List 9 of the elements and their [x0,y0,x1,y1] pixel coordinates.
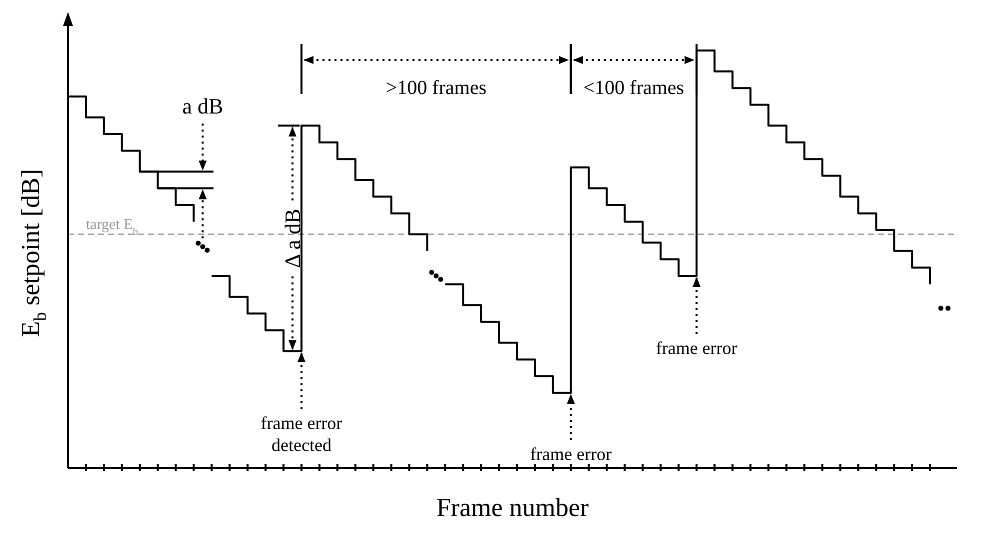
annotation: Δ a dB [280,208,305,268]
annotation: frame error [656,338,738,358]
annotation: frame error [530,444,612,464]
ref-line-label: target E$_{b}$ [86,217,138,238]
annotation: <100 frames [583,77,684,99]
annotation: frame error detected [260,413,342,456]
annotation: >100 frames [386,77,487,99]
x-axis-title: Frame number [436,493,590,522]
annotation: a dB [182,94,224,119]
